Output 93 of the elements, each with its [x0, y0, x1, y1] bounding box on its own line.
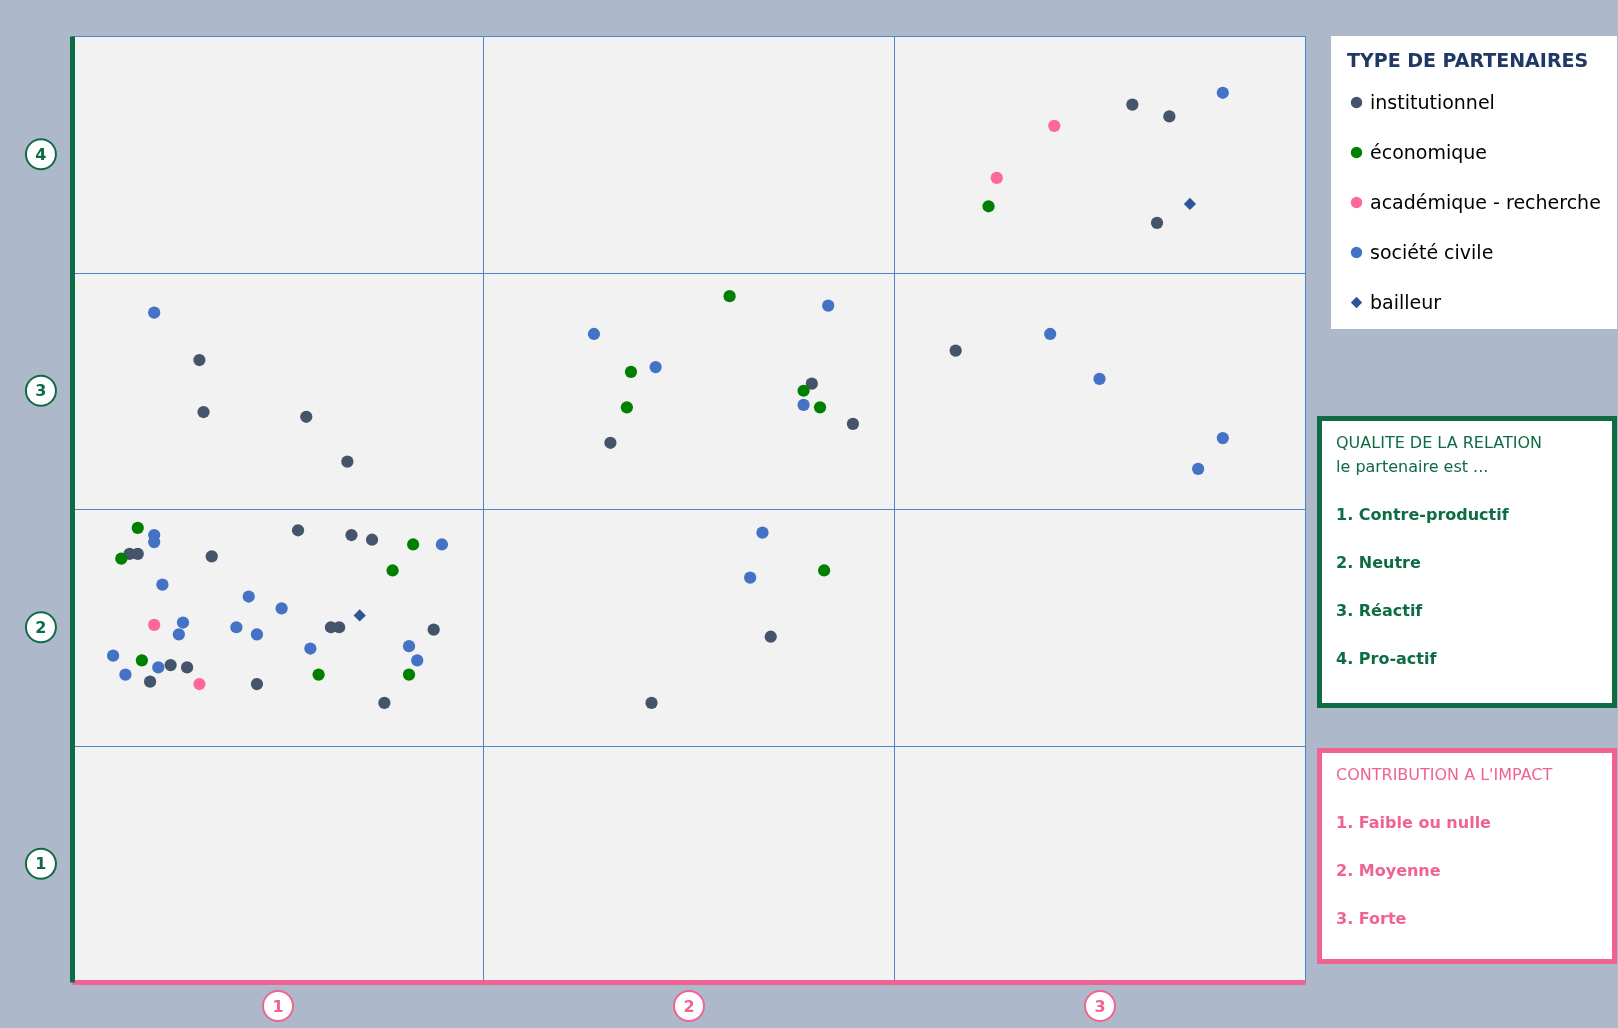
text: 2. Moyenne — [1336, 860, 1442, 882]
point — [402, 668, 416, 681]
point — [402, 640, 416, 653]
point — [250, 628, 264, 641]
point — [148, 306, 161, 319]
point — [846, 417, 860, 430]
point — [764, 630, 777, 643]
x-axis-title: CONTRIBUTION A L'IMPACT — [1336, 764, 1554, 786]
point — [341, 455, 354, 468]
point — [1048, 119, 1061, 132]
point — [300, 410, 313, 423]
point — [797, 384, 810, 397]
y-tick-label: 2 — [35, 617, 47, 637]
point — [649, 360, 662, 374]
point — [1216, 431, 1229, 445]
point — [818, 564, 831, 577]
y-axis-title: QUALITE DE LA RELATION — [1336, 432, 1543, 454]
point — [152, 661, 165, 674]
point — [805, 377, 818, 390]
point — [172, 628, 185, 641]
point — [345, 528, 358, 542]
point — [386, 564, 399, 577]
legend-label: institutionnel — [1370, 90, 1495, 113]
y-tick-label: 3 — [35, 381, 47, 401]
point — [620, 401, 633, 414]
legend-label: société civile — [1370, 240, 1494, 263]
point — [587, 327, 601, 341]
point — [822, 299, 835, 312]
text: 1. Faible ou nulle — [1336, 812, 1492, 834]
x-tick-label: 1 — [272, 996, 284, 1016]
point — [304, 642, 317, 655]
text: 1. Contre-productif — [1336, 504, 1510, 526]
point — [435, 538, 449, 551]
point — [990, 171, 1003, 185]
point — [1163, 110, 1176, 123]
text: le partenaire est ... — [1336, 456, 1490, 478]
point — [242, 590, 255, 603]
point — [312, 668, 325, 681]
point — [143, 675, 157, 688]
point — [756, 526, 769, 539]
point — [1093, 372, 1106, 386]
text: 2. Neutre — [1336, 552, 1422, 574]
point — [1044, 327, 1057, 341]
point — [1183, 197, 1197, 211]
point — [949, 344, 962, 357]
point — [604, 436, 617, 449]
point — [291, 524, 305, 537]
point — [180, 661, 194, 674]
point — [197, 405, 210, 419]
point — [135, 654, 148, 667]
point — [148, 618, 161, 631]
point — [230, 621, 243, 634]
point — [427, 623, 440, 636]
point — [119, 668, 132, 681]
text: 3. Forte — [1336, 908, 1408, 930]
point — [115, 552, 128, 565]
point — [1126, 98, 1139, 111]
point — [193, 677, 206, 691]
point — [813, 401, 827, 414]
point — [411, 654, 424, 667]
x-tick-label: 2 — [683, 996, 695, 1016]
y-tick-label: 1 — [35, 854, 47, 874]
point — [176, 616, 190, 629]
text: 4. Pro-actif — [1336, 648, 1438, 670]
x-tick-label: 3 — [1094, 996, 1106, 1016]
point — [250, 677, 264, 691]
point — [797, 398, 810, 412]
y-tick-label: 4 — [35, 144, 47, 164]
point — [205, 550, 218, 563]
point — [131, 521, 144, 535]
point — [378, 696, 391, 710]
point — [1216, 86, 1229, 99]
point — [744, 571, 757, 584]
point — [353, 609, 366, 622]
point — [407, 538, 420, 551]
point — [624, 365, 638, 378]
point — [106, 649, 120, 662]
legend-title: TYPE DE PARTENAIRES — [1347, 49, 1589, 71]
point — [131, 547, 144, 561]
point — [164, 658, 177, 672]
point — [193, 353, 206, 367]
point — [1192, 462, 1205, 475]
legend-label: économique — [1370, 140, 1488, 163]
point — [1150, 216, 1164, 229]
legend-label: académique - recherche — [1370, 190, 1601, 213]
legend-label: bailleur — [1370, 290, 1442, 313]
point — [723, 290, 736, 303]
point — [982, 200, 995, 213]
text: 3. Réactif — [1336, 600, 1424, 622]
point — [365, 533, 379, 546]
point — [645, 696, 658, 710]
point — [156, 578, 169, 591]
point — [275, 602, 288, 615]
